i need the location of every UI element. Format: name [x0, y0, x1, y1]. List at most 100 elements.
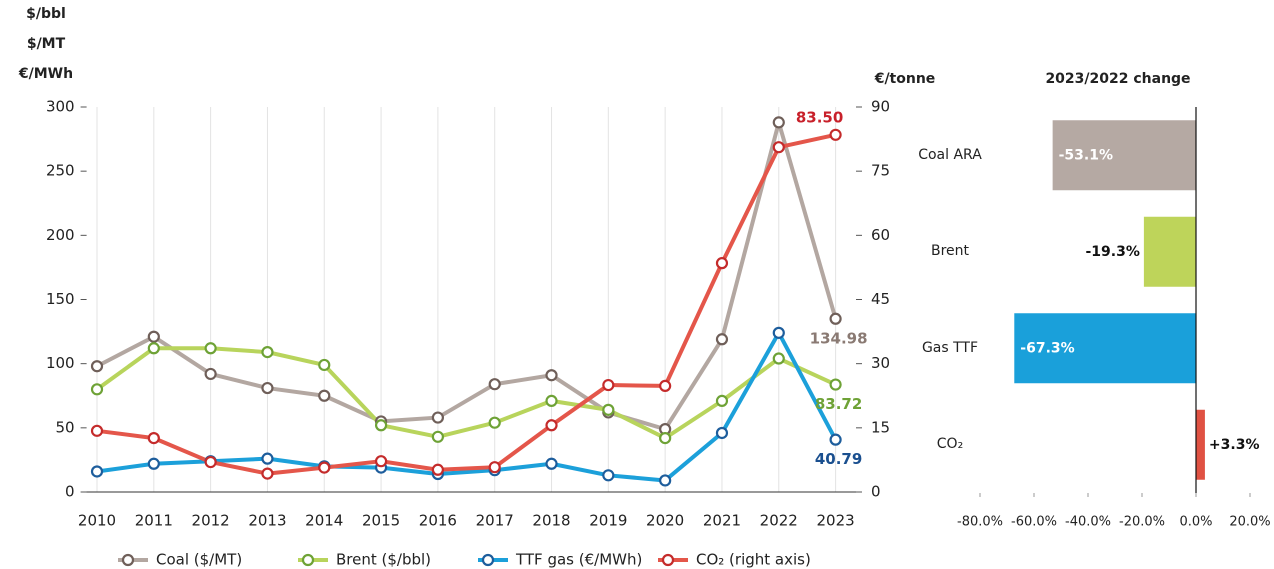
y-axis-label: $/bbl [26, 6, 66, 22]
marker [90, 383, 104, 396]
marker [204, 342, 217, 355]
marker [374, 419, 388, 432]
bar [1014, 313, 1196, 384]
x-tick-label: 2022 [760, 512, 798, 530]
y-axis-label: €/MWh [18, 66, 73, 82]
x-tick-label: 2011 [135, 512, 173, 530]
marker [90, 360, 104, 373]
x-tick-label: 0.0% [1179, 515, 1212, 530]
category-label-text: CO₂ [936, 436, 964, 453]
x-tick-label: 2015 [362, 512, 400, 530]
series-line [96, 330, 838, 483]
marker [659, 379, 672, 393]
marker [261, 452, 274, 465]
marker [318, 358, 331, 372]
data-label: 83.72 [815, 395, 862, 413]
data-label: 40.79 [815, 450, 862, 468]
marker [147, 432, 160, 445]
series-line [96, 132, 837, 476]
marker [488, 416, 501, 429]
legend-marker [661, 553, 675, 567]
marker [261, 346, 274, 359]
marker [545, 394, 558, 407]
marker [90, 424, 104, 437]
x-tick-label: 2021 [703, 512, 741, 530]
bar [1196, 409, 1205, 480]
marker [602, 378, 615, 392]
y2-tick-label: 75 [871, 162, 890, 180]
y2-axis-label: €/tonne [874, 71, 936, 87]
x-tick-label: -20.0% [1119, 515, 1165, 530]
x-tick-label: -40.0% [1065, 515, 1111, 530]
legend-label: TTF gas (€/MWh) [515, 551, 642, 569]
marker [318, 461, 331, 474]
legend-marker [121, 553, 135, 567]
y-tick-label: 150 [46, 290, 75, 308]
data-label: +3.3% [1209, 437, 1260, 453]
legend-label: CO₂ (right axis) [696, 551, 811, 569]
marker [602, 403, 615, 416]
y2-tick-label: 15 [871, 418, 890, 436]
data-label: -53.1% [1059, 147, 1113, 163]
marker [545, 419, 558, 432]
x-tick-label: 2016 [419, 512, 457, 530]
legend-marker [301, 553, 315, 567]
category-label: CO₂ [936, 436, 964, 453]
data-label: -19.3% [1085, 244, 1139, 260]
marker [715, 333, 729, 346]
x-tick-label: 2020 [646, 512, 684, 530]
y2-tick-label: 45 [871, 290, 890, 308]
x-tick-label: 2023 [816, 512, 854, 530]
y-tick-label: 0 [65, 483, 75, 501]
marker [772, 352, 785, 365]
marker [545, 457, 558, 470]
marker [715, 394, 729, 407]
marker [829, 433, 842, 446]
y-tick-label: 100 [46, 354, 75, 372]
marker [204, 455, 217, 469]
marker [659, 474, 672, 487]
series-line [95, 346, 837, 441]
marker [488, 461, 501, 474]
marker [829, 378, 842, 391]
x-tick-label: 2013 [248, 512, 286, 530]
category-label-text: Gas TTF [921, 339, 979, 356]
bar [1052, 120, 1196, 191]
marker [318, 389, 331, 402]
series-line [96, 120, 838, 432]
marker [659, 432, 672, 445]
marker [90, 465, 104, 478]
y-tick-label: 50 [56, 418, 75, 436]
marker [772, 326, 785, 339]
legend-label: Brent ($/bbl) [336, 551, 431, 569]
x-tick-label: 2017 [476, 512, 514, 530]
marker [261, 381, 274, 395]
marker [431, 430, 444, 443]
marker [204, 367, 217, 381]
y-tick-label: 250 [46, 162, 75, 180]
marker [715, 426, 729, 440]
y2-tick-label: 90 [871, 98, 890, 116]
category-label-text: Coal ARA [918, 146, 982, 163]
data-label: 134.98 [810, 329, 868, 347]
x-tick-label: 2012 [192, 512, 230, 530]
marker [147, 457, 160, 470]
y2-tick-label: 0 [871, 483, 881, 501]
y-axis-label: $/MT [27, 36, 66, 52]
y-tick-label: 200 [46, 226, 75, 244]
marker [488, 378, 501, 391]
legend-label: Coal ($/MT) [156, 551, 242, 569]
data-label: 83.50 [796, 108, 843, 126]
x-tick-label: -60.0% [1011, 515, 1057, 530]
marker [829, 312, 842, 325]
chart-title: 2023/2022 change [1045, 71, 1190, 87]
x-tick-label: 2010 [78, 512, 116, 530]
marker [715, 257, 729, 270]
marker [829, 128, 842, 141]
marker [147, 342, 160, 355]
y2-tick-label: 30 [871, 354, 890, 372]
category-label-text: Brent [930, 243, 970, 260]
x-tick-label: -80.0% [957, 515, 1003, 530]
category-label: Gas TTF [921, 339, 979, 356]
